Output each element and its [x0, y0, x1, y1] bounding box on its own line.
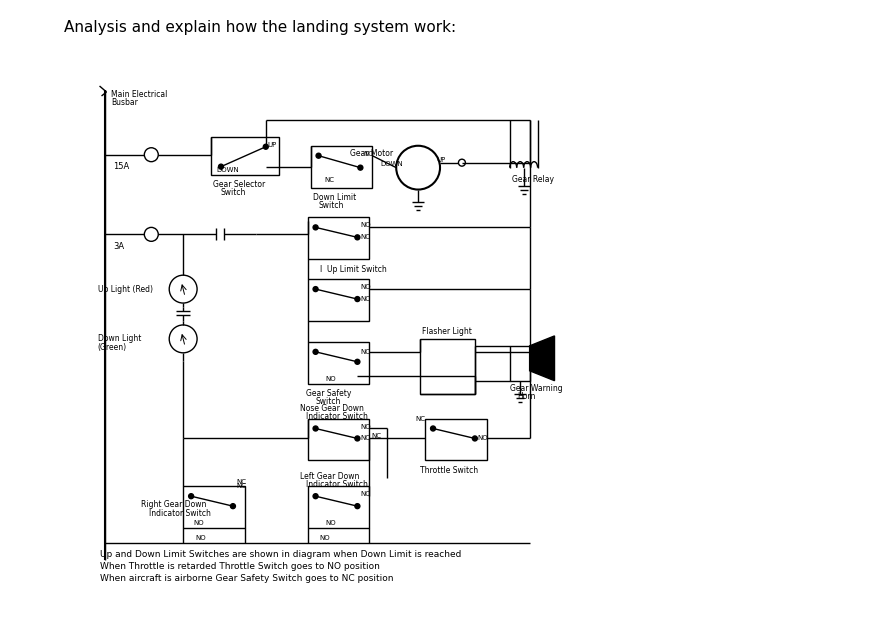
Text: NO: NO: [360, 423, 371, 430]
Text: DOWN: DOWN: [216, 167, 239, 172]
Text: NC: NC: [372, 433, 381, 440]
Text: NC: NC: [360, 491, 371, 497]
Text: Gear Selector: Gear Selector: [213, 180, 265, 189]
Circle shape: [313, 349, 318, 354]
Bar: [308, 486, 369, 528]
Text: Nose Gear Down: Nose Gear Down: [300, 404, 364, 413]
Text: NO: NO: [193, 520, 204, 526]
Text: Analysis and explain how the landing system work:: Analysis and explain how the landing sys…: [64, 20, 456, 35]
Text: NO: NO: [360, 284, 371, 290]
Text: Gear Motor: Gear Motor: [350, 149, 394, 159]
Text: Switch: Switch: [316, 397, 341, 406]
Text: 15A: 15A: [114, 162, 130, 171]
Text: NC: NC: [324, 177, 334, 182]
Text: Indicator Switch: Indicator Switch: [306, 412, 367, 421]
Circle shape: [313, 225, 318, 230]
Circle shape: [472, 436, 477, 441]
Circle shape: [358, 165, 363, 170]
Text: Gear Safety: Gear Safety: [306, 389, 351, 398]
Text: NC: NC: [415, 416, 425, 421]
Circle shape: [263, 144, 268, 149]
Circle shape: [313, 287, 318, 292]
Circle shape: [355, 359, 360, 364]
Text: Left Gear Down: Left Gear Down: [300, 472, 359, 481]
Text: I  Up Limit Switch: I Up Limit Switch: [319, 265, 387, 274]
Circle shape: [316, 153, 321, 158]
Text: NC: NC: [360, 296, 371, 302]
Text: NO: NO: [195, 535, 205, 541]
Text: Flasher Light: Flasher Light: [422, 328, 472, 337]
Circle shape: [188, 494, 194, 499]
Text: Main Electrical: Main Electrical: [111, 91, 168, 99]
Text: DOWN: DOWN: [380, 160, 403, 167]
Bar: [308, 279, 369, 321]
Circle shape: [355, 504, 360, 509]
Text: NO: NO: [319, 535, 330, 541]
Circle shape: [355, 436, 360, 441]
Text: NC: NC: [360, 349, 371, 355]
Text: When Throttle is retarded Throttle Switch goes to NO position: When Throttle is retarded Throttle Switc…: [100, 562, 380, 571]
Text: Gear Relay: Gear Relay: [512, 175, 554, 184]
Circle shape: [355, 235, 360, 240]
Circle shape: [430, 426, 436, 431]
Circle shape: [355, 297, 360, 301]
Text: Indicator Switch: Indicator Switch: [149, 509, 212, 518]
Bar: [509, 346, 530, 381]
Text: Right Gear Down: Right Gear Down: [141, 499, 207, 509]
Text: NC: NC: [360, 235, 371, 240]
Text: Down Limit: Down Limit: [313, 193, 356, 202]
Bar: [183, 486, 244, 528]
Text: Busbar: Busbar: [111, 98, 139, 108]
Text: When aircraft is airborne Gear Safety Switch goes to NC position: When aircraft is airborne Gear Safety Sw…: [100, 574, 393, 583]
Bar: [308, 218, 369, 259]
Bar: [211, 136, 279, 175]
Text: UP: UP: [436, 157, 445, 163]
Text: NC: NC: [236, 483, 246, 489]
Text: UP: UP: [268, 142, 277, 148]
Text: NO: NO: [325, 520, 336, 526]
Bar: [308, 342, 369, 384]
Text: Horn: Horn: [517, 392, 536, 401]
Text: 3A: 3A: [114, 242, 124, 251]
Circle shape: [219, 164, 223, 169]
Text: Up Light (Red): Up Light (Red): [98, 284, 153, 294]
Bar: [420, 339, 475, 394]
Bar: [308, 418, 369, 460]
Bar: [425, 418, 487, 460]
Text: NO: NO: [360, 223, 371, 228]
Circle shape: [313, 426, 318, 431]
Text: NO: NO: [478, 435, 488, 442]
Text: NC: NC: [360, 435, 371, 442]
Text: Gear Warning: Gear Warning: [509, 384, 563, 393]
Text: Switch: Switch: [221, 188, 246, 197]
Circle shape: [313, 494, 318, 499]
Text: NO: NO: [325, 376, 336, 382]
Text: NC: NC: [236, 479, 246, 485]
Text: Indicator Switch: Indicator Switch: [306, 480, 367, 489]
Text: Throttle Switch: Throttle Switch: [420, 466, 478, 475]
Text: NO: NO: [364, 151, 374, 157]
Bar: [310, 146, 372, 187]
Text: (Green): (Green): [98, 343, 126, 352]
Polygon shape: [530, 336, 555, 381]
Text: Up and Down Limit Switches are shown in diagram when Down Limit is reached: Up and Down Limit Switches are shown in …: [100, 550, 461, 559]
Circle shape: [230, 504, 236, 509]
Text: Switch: Switch: [318, 201, 344, 210]
Text: Down Light: Down Light: [98, 335, 141, 343]
